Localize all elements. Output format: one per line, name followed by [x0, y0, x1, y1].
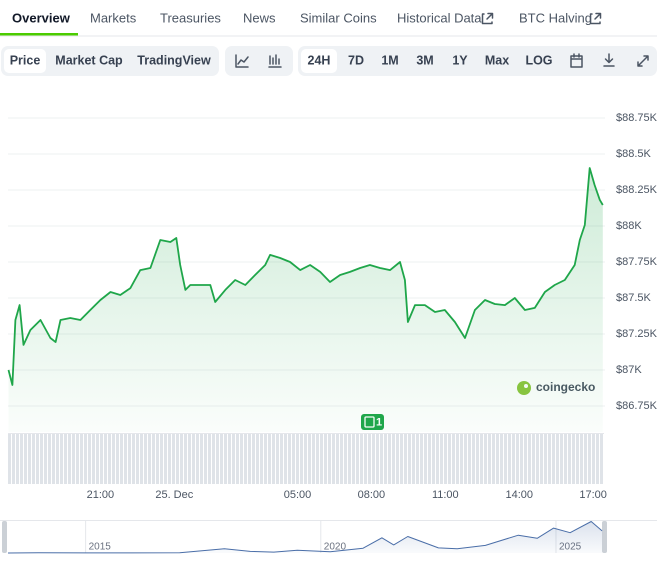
view-button[interactable]: TradingView: [137, 53, 211, 67]
tab[interactable]: BTC Halving: [519, 10, 592, 25]
download-icon[interactable]: [603, 53, 615, 67]
x-tick-label: 05:00: [284, 489, 312, 501]
price-line: [7, 521, 603, 554]
volume-bars: [8, 434, 604, 484]
y-tick-label: $88.25K: [616, 184, 657, 196]
y-tick-label: $87.5K: [616, 292, 652, 304]
external-icon: [589, 12, 602, 25]
calendar-icon[interactable]: [570, 53, 583, 68]
volume-top: [8, 433, 604, 434]
y-tick-label: $87.25K: [616, 328, 657, 340]
tab[interactable]: Markets: [90, 10, 137, 25]
area: [8, 168, 603, 432]
tab[interactable]: Similar Coins: [300, 10, 377, 25]
range-button[interactable]: 1M: [381, 53, 398, 67]
navigator-handle[interactable]: [602, 521, 607, 553]
y-tick-label: $86.75K: [616, 400, 657, 412]
tab[interactable]: News: [243, 10, 276, 25]
bar-icon[interactable]: [268, 54, 282, 68]
line-icon[interactable]: [235, 54, 249, 68]
x-tick-label: 21:00: [87, 489, 115, 501]
x-tick-label: 17:00: [579, 489, 607, 501]
view-group: [1, 46, 219, 76]
x-tick-label: 08:00: [358, 489, 386, 501]
external-icon: [481, 12, 494, 25]
range-button[interactable]: 3M: [416, 53, 433, 67]
view-button[interactable]: Price: [10, 53, 41, 67]
tab-bar: Overview Markets Treasuries News Similar…: [0, 10, 657, 37]
x-tick-label: 2015: [89, 542, 112, 553]
y-tick-label: $87.75K: [616, 256, 657, 268]
area: [8, 521, 603, 553]
range-button[interactable]: 1Y: [452, 53, 468, 67]
x-tick-label: 14:00: [505, 489, 533, 501]
active-button: [301, 49, 337, 73]
x-tick-label: 2020: [324, 542, 347, 553]
price-line: [7, 167, 604, 386]
tab[interactable]: Treasuries: [160, 10, 221, 25]
active-button: [4, 49, 46, 73]
view-button[interactable]: Market Cap: [55, 53, 123, 67]
range-button[interactable]: LOG: [525, 53, 552, 67]
x-tick-label: 11:00: [432, 489, 459, 501]
chart-type-group: [225, 46, 293, 76]
y-tick-label: $88.5K: [616, 148, 652, 160]
range-button[interactable]: 24H: [308, 53, 331, 67]
y-tick-label: $88.75K: [616, 112, 657, 124]
range-button[interactable]: 7D: [348, 53, 364, 67]
range-group: [298, 46, 657, 76]
navigator-top: [0, 520, 657, 521]
range-button[interactable]: Max: [485, 53, 509, 67]
y-tick-label: $88K: [616, 220, 642, 232]
tab[interactable]: Overview: [12, 10, 71, 25]
y-tick-label: $87K: [616, 364, 642, 376]
x-tick-label: 25. Dec: [155, 489, 193, 501]
navigator-handle[interactable]: [2, 521, 7, 553]
tab-indicator: [0, 33, 78, 36]
toolbar: Price Market Cap TradingView 24H 7D 1M 3…: [1, 46, 657, 76]
expand-icon[interactable]: [637, 55, 649, 67]
tab[interactable]: Historical Data: [397, 10, 482, 25]
